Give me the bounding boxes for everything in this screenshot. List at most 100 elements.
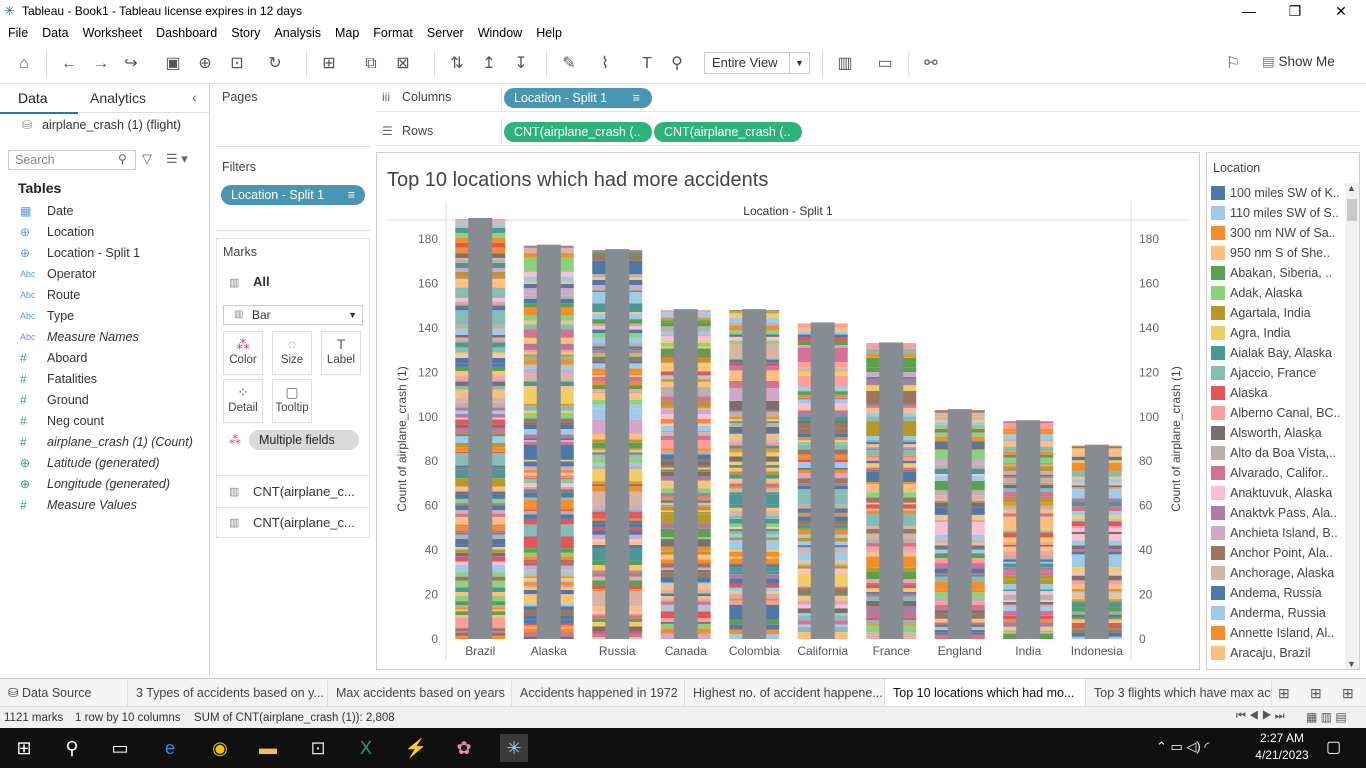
- field-item[interactable]: # Aboard: [0, 348, 210, 369]
- label-button[interactable]: T Label: [321, 331, 361, 375]
- pin-icon[interactable]: ⚲: [671, 55, 683, 72]
- sheet-tab-4[interactable]: Highest no. of accident happene...: [685, 679, 885, 707]
- columns-pill[interactable]: Location - Split 1 ≡: [504, 88, 652, 108]
- bar-count[interactable]: [810, 322, 835, 639]
- field-item[interactable]: # Ground: [0, 390, 210, 411]
- sheet-tab-5-active[interactable]: Top 10 locations which had mo...: [885, 679, 1086, 707]
- paint-icon[interactable]: ✿: [456, 738, 472, 758]
- task-view-icon[interactable]: ▭: [111, 738, 129, 758]
- field-item[interactable]: # airplane_crash (1) (Count): [0, 432, 210, 453]
- scroll-up-icon[interactable]: ▲: [1347, 183, 1356, 193]
- tooltip-button[interactable]: ▢ Tooltip: [272, 379, 312, 423]
- bar-count[interactable]: [879, 342, 904, 639]
- color-button[interactable]: ⁂ Color: [223, 331, 263, 375]
- bar-count[interactable]: [673, 309, 698, 639]
- legend-item[interactable]: Anaktvk Pass, Ala..: [1211, 503, 1337, 523]
- menu-map[interactable]: Map: [334, 26, 360, 40]
- undo-icon[interactable]: ←: [61, 55, 77, 72]
- marks-card-2[interactable]: CNT(airplane_c...: [253, 515, 355, 530]
- excel-icon[interactable]: X: [359, 738, 372, 758]
- edge-icon[interactable]: e: [164, 738, 175, 758]
- data-source-tab[interactable]: ⛁ Data Source: [0, 679, 128, 707]
- search-input[interactable]: Search: [8, 150, 136, 170]
- swap-icon[interactable]: ⇅: [450, 55, 464, 72]
- notifications-icon[interactable]: ▢: [1326, 739, 1342, 756]
- marks-card-1[interactable]: CNT(airplane_c...: [253, 484, 355, 499]
- legend-item[interactable]: Agra, India: [1211, 323, 1290, 343]
- tab-data[interactable]: Data: [18, 90, 48, 106]
- sort-descending-icon[interactable]: ↧: [514, 55, 528, 72]
- field-item[interactable]: Abc Type: [0, 306, 210, 327]
- sheet-tab-2[interactable]: Max accidents based on years: [328, 679, 512, 707]
- home-icon[interactable]: ⌂: [19, 55, 29, 72]
- presentation-icon[interactable]: ▭: [877, 55, 893, 72]
- refresh-icon[interactable]: ↻: [268, 55, 282, 72]
- legend-item[interactable]: Abakan, Siberia, ..: [1211, 263, 1332, 283]
- bar-count[interactable]: [1084, 444, 1109, 639]
- legend-item[interactable]: Ajaccio, France: [1211, 363, 1316, 383]
- redo-icon[interactable]: →: [93, 55, 109, 72]
- legend-item[interactable]: Anderma, Russia: [1211, 603, 1326, 623]
- legend-item[interactable]: Anaktuvuk, Alaska: [1211, 483, 1332, 503]
- field-item[interactable]: ⊕ Longitude (generated): [0, 474, 210, 495]
- legend-item[interactable]: Alberno Canal, BC..: [1211, 403, 1340, 423]
- show-me-button[interactable]: ▤ Show Me: [1262, 54, 1335, 70]
- new-story-icon[interactable]: ⊞: [1342, 685, 1354, 701]
- collapse-icon[interactable]: ‹: [192, 89, 197, 105]
- datasource-name[interactable]: airplane_crash (1) (flight): [42, 118, 181, 132]
- legend-scrollbar[interactable]: ▲ ▼: [1345, 183, 1359, 669]
- legend-item[interactable]: Aialak Bay, Alaska: [1211, 343, 1332, 363]
- system-tray-icons[interactable]: ⌃ ▭ ◁) ◜: [1156, 739, 1210, 754]
- legend-item[interactable]: Adak, Alaska: [1211, 283, 1302, 303]
- menu-window[interactable]: Window: [477, 26, 523, 40]
- legend-item[interactable]: 300 nm NW of Sa..: [1211, 223, 1336, 243]
- bar-count[interactable]: [947, 409, 972, 639]
- size-button[interactable]: ◌ Size: [272, 331, 312, 375]
- sheet-tab-3[interactable]: Accidents happened in 1972: [512, 679, 685, 707]
- rows-pill-1[interactable]: CNT(airplane_crash (..: [504, 122, 652, 142]
- view-options-icon[interactable]: ☰ ▾: [166, 151, 188, 166]
- new-dashboard-icon[interactable]: ⊞: [1310, 685, 1322, 701]
- tableau-taskbar-icon[interactable]: ✳: [500, 734, 528, 762]
- tab-analytics[interactable]: Analytics: [90, 90, 147, 106]
- bar-chart[interactable]: Top 10 locations which had more accident…: [377, 153, 1199, 669]
- replay-icon[interactable]: ↪: [124, 55, 138, 72]
- multiple-fields-pill[interactable]: Multiple fields: [249, 430, 359, 450]
- menu-story[interactable]: Story: [231, 26, 261, 40]
- duplicate-icon[interactable]: ⧉: [365, 55, 377, 72]
- marks-all-label[interactable]: All: [253, 274, 270, 289]
- minimize-icon[interactable]: —: [1242, 3, 1256, 19]
- filter-icon[interactable]: ▽: [142, 151, 152, 166]
- menu-help[interactable]: Help: [536, 26, 562, 40]
- label-icon[interactable]: T: [642, 55, 652, 72]
- menu-format[interactable]: Format: [373, 26, 413, 40]
- pause-updates-icon[interactable]: ⊡: [230, 55, 244, 72]
- sheet-tab-6[interactable]: Top 3 flights which have max ac: [1086, 679, 1272, 707]
- tab-navigation-icon[interactable]: ⏮ ◀ ▶ ⏭: [1236, 710, 1285, 722]
- field-item[interactable]: ▦ Date: [0, 201, 210, 222]
- store-icon[interactable]: ⊡: [310, 738, 326, 758]
- menu-analysis[interactable]: Analysis: [274, 26, 321, 40]
- legend-item[interactable]: Alvarado, Califor..: [1211, 463, 1329, 483]
- close-icon[interactable]: ✕: [1335, 3, 1347, 19]
- filter-pill-location-split[interactable]: Location - Split 1 ≡: [221, 185, 365, 205]
- legend-item[interactable]: 110 miles SW of S..: [1211, 203, 1339, 223]
- mark-type-select[interactable]: ▥ Bar ▼: [223, 305, 363, 325]
- scroll-down-icon[interactable]: ▼: [1347, 659, 1356, 669]
- legend-item[interactable]: 950 nm S of She..: [1211, 243, 1330, 263]
- legend-item[interactable]: Agartala, India: [1211, 303, 1311, 323]
- sort-ascending-icon[interactable]: ↥: [482, 55, 496, 72]
- share-icon[interactable]: ⚯: [924, 55, 938, 72]
- field-item[interactable]: ⊕ Location: [0, 222, 210, 243]
- new-datasource-icon[interactable]: ⊕: [198, 55, 212, 72]
- new-worksheet-icon[interactable]: ⊞: [1278, 685, 1290, 701]
- app-icon[interactable]: ⚡: [404, 738, 428, 758]
- legend-item[interactable]: 100 miles SW of K..: [1211, 183, 1340, 203]
- menu-server[interactable]: Server: [426, 26, 464, 40]
- legend-item[interactable]: Annette Island, Al..: [1211, 623, 1334, 643]
- legend-item[interactable]: Alsworth, Alaska: [1211, 423, 1322, 443]
- bar-count[interactable]: [1016, 420, 1041, 639]
- legend-item[interactable]: Anchor Point, Ala..: [1211, 543, 1333, 563]
- fit-select[interactable]: Entire View ▼: [704, 52, 810, 74]
- menu-dashboard[interactable]: Dashboard: [156, 26, 218, 40]
